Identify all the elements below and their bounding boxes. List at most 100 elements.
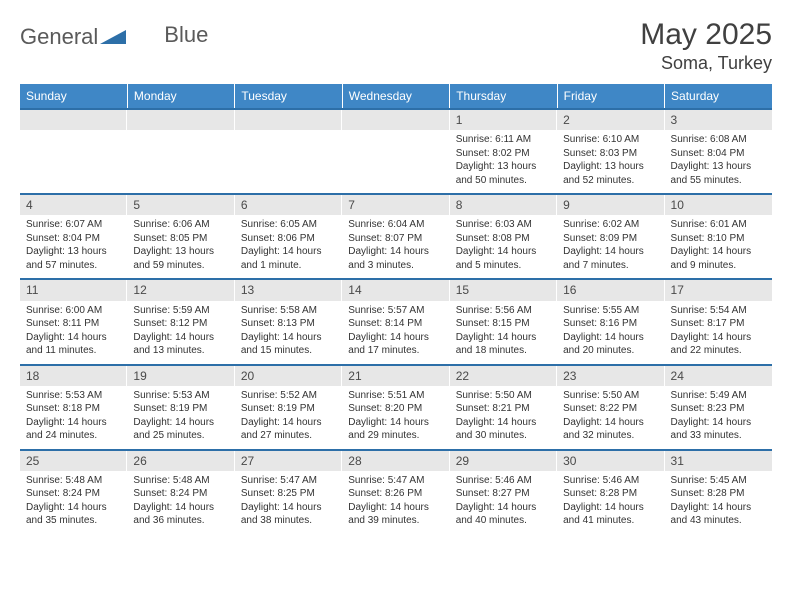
day-details: Sunrise: 5:57 AMSunset: 8:14 PMDaylight:…	[342, 301, 449, 364]
day-details: Sunrise: 5:49 AMSunset: 8:23 PMDaylight:…	[665, 386, 772, 449]
day-cell: 28Sunrise: 5:47 AMSunset: 8:26 PMDayligh…	[342, 450, 449, 534]
sunset-text: Sunset: 8:17 PM	[671, 317, 766, 331]
week-row: 4Sunrise: 6:07 AMSunset: 8:04 PMDaylight…	[20, 194, 772, 279]
sunset-text: Sunset: 8:04 PM	[671, 147, 766, 161]
day-cell: 27Sunrise: 5:47 AMSunset: 8:25 PMDayligh…	[235, 450, 342, 534]
day-details	[20, 130, 127, 192]
day-cell: 13Sunrise: 5:58 AMSunset: 8:13 PMDayligh…	[235, 279, 342, 364]
week-row: 11Sunrise: 6:00 AMSunset: 8:11 PMDayligh…	[20, 279, 772, 364]
date-number: 14	[342, 280, 449, 300]
sunrise-text: Sunrise: 5:58 AM	[241, 304, 336, 318]
date-number: 13	[235, 280, 342, 300]
daylight-text: Daylight: 14 hours and 39 minutes.	[348, 501, 443, 528]
sunrise-text: Sunrise: 5:54 AM	[671, 304, 766, 318]
daylight-text: Daylight: 14 hours and 1 minute.	[241, 245, 336, 272]
day-details: Sunrise: 5:59 AMSunset: 8:12 PMDaylight:…	[127, 301, 234, 364]
date-number: 6	[235, 195, 342, 215]
date-number: 18	[20, 366, 127, 386]
sunrise-text: Sunrise: 6:08 AM	[671, 133, 766, 147]
calendar-body: 1Sunrise: 6:11 AMSunset: 8:02 PMDaylight…	[20, 109, 772, 534]
daylight-text: Daylight: 14 hours and 41 minutes.	[563, 501, 658, 528]
day-cell: 8Sunrise: 6:03 AMSunset: 8:08 PMDaylight…	[450, 194, 557, 279]
date-number: 1	[450, 110, 557, 130]
sunset-text: Sunset: 8:08 PM	[456, 232, 551, 246]
day-cell: 1Sunrise: 6:11 AMSunset: 8:02 PMDaylight…	[450, 109, 557, 194]
day-cell: 12Sunrise: 5:59 AMSunset: 8:12 PMDayligh…	[127, 279, 234, 364]
sunrise-text: Sunrise: 5:48 AM	[133, 474, 228, 488]
day-cell: 20Sunrise: 5:52 AMSunset: 8:19 PMDayligh…	[235, 365, 342, 450]
day-details: Sunrise: 5:46 AMSunset: 8:28 PMDaylight:…	[557, 471, 664, 534]
sunset-text: Sunset: 8:02 PM	[456, 147, 551, 161]
date-number: 5	[127, 195, 234, 215]
date-number	[235, 110, 342, 130]
date-number: 21	[342, 366, 449, 386]
sunrise-text: Sunrise: 5:49 AM	[671, 389, 766, 403]
daylight-text: Daylight: 14 hours and 22 minutes.	[671, 331, 766, 358]
day-details: Sunrise: 5:50 AMSunset: 8:22 PMDaylight:…	[557, 386, 664, 449]
sunrise-text: Sunrise: 6:02 AM	[563, 218, 658, 232]
sunrise-text: Sunrise: 5:56 AM	[456, 304, 551, 318]
sunset-text: Sunset: 8:24 PM	[133, 487, 228, 501]
sunset-text: Sunset: 8:24 PM	[26, 487, 121, 501]
daylight-text: Daylight: 14 hours and 5 minutes.	[456, 245, 551, 272]
sunrise-text: Sunrise: 5:46 AM	[563, 474, 658, 488]
daylight-text: Daylight: 14 hours and 9 minutes.	[671, 245, 766, 272]
date-number: 29	[450, 451, 557, 471]
daylight-text: Daylight: 13 hours and 55 minutes.	[671, 160, 766, 187]
sunset-text: Sunset: 8:16 PM	[563, 317, 658, 331]
day-cell: 4Sunrise: 6:07 AMSunset: 8:04 PMDaylight…	[20, 194, 127, 279]
daylight-text: Daylight: 14 hours and 29 minutes.	[348, 416, 443, 443]
header: General Blue May 2025 Soma, Turkey	[20, 18, 772, 74]
week-row: 25Sunrise: 5:48 AMSunset: 8:24 PMDayligh…	[20, 450, 772, 534]
sunrise-text: Sunrise: 5:47 AM	[241, 474, 336, 488]
day-details: Sunrise: 5:50 AMSunset: 8:21 PMDaylight:…	[450, 386, 557, 449]
day-details	[342, 130, 449, 192]
sunset-text: Sunset: 8:20 PM	[348, 402, 443, 416]
day-details: Sunrise: 6:10 AMSunset: 8:03 PMDaylight:…	[557, 130, 664, 193]
day-details: Sunrise: 5:51 AMSunset: 8:20 PMDaylight:…	[342, 386, 449, 449]
sunrise-text: Sunrise: 5:57 AM	[348, 304, 443, 318]
date-number: 24	[665, 366, 772, 386]
day-details: Sunrise: 6:07 AMSunset: 8:04 PMDaylight:…	[20, 215, 127, 278]
sunrise-text: Sunrise: 5:48 AM	[26, 474, 121, 488]
daylight-text: Daylight: 14 hours and 40 minutes.	[456, 501, 551, 528]
date-number	[20, 110, 127, 130]
daylight-text: Daylight: 13 hours and 52 minutes.	[563, 160, 658, 187]
daylight-text: Daylight: 14 hours and 25 minutes.	[133, 416, 228, 443]
title-block: May 2025 Soma, Turkey	[640, 18, 772, 74]
location-label: Soma, Turkey	[640, 53, 772, 74]
sunrise-text: Sunrise: 6:10 AM	[563, 133, 658, 147]
sunset-text: Sunset: 8:10 PM	[671, 232, 766, 246]
sunrise-text: Sunrise: 6:06 AM	[133, 218, 228, 232]
day-header: Wednesday	[342, 84, 449, 109]
day-details: Sunrise: 6:06 AMSunset: 8:05 PMDaylight:…	[127, 215, 234, 278]
sunrise-text: Sunrise: 6:07 AM	[26, 218, 121, 232]
day-cell: 9Sunrise: 6:02 AMSunset: 8:09 PMDaylight…	[557, 194, 664, 279]
date-number: 19	[127, 366, 234, 386]
day-cell: 24Sunrise: 5:49 AMSunset: 8:23 PMDayligh…	[665, 365, 772, 450]
date-number: 31	[665, 451, 772, 471]
daylight-text: Daylight: 14 hours and 30 minutes.	[456, 416, 551, 443]
date-number: 30	[557, 451, 664, 471]
sunset-text: Sunset: 8:12 PM	[133, 317, 228, 331]
date-number: 11	[20, 280, 127, 300]
day-cell: 6Sunrise: 6:05 AMSunset: 8:06 PMDaylight…	[235, 194, 342, 279]
sunset-text: Sunset: 8:14 PM	[348, 317, 443, 331]
sunrise-text: Sunrise: 5:50 AM	[456, 389, 551, 403]
daylight-text: Daylight: 14 hours and 33 minutes.	[671, 416, 766, 443]
day-cell: 10Sunrise: 6:01 AMSunset: 8:10 PMDayligh…	[665, 194, 772, 279]
sunrise-text: Sunrise: 6:01 AM	[671, 218, 766, 232]
daylight-text: Daylight: 13 hours and 57 minutes.	[26, 245, 121, 272]
day-cell: 3Sunrise: 6:08 AMSunset: 8:04 PMDaylight…	[665, 109, 772, 194]
day-cell	[127, 109, 234, 194]
sunset-text: Sunset: 8:05 PM	[133, 232, 228, 246]
day-details: Sunrise: 5:55 AMSunset: 8:16 PMDaylight:…	[557, 301, 664, 364]
sunset-text: Sunset: 8:25 PM	[241, 487, 336, 501]
daylight-text: Daylight: 14 hours and 15 minutes.	[241, 331, 336, 358]
day-header: Tuesday	[235, 84, 342, 109]
day-cell: 15Sunrise: 5:56 AMSunset: 8:15 PMDayligh…	[450, 279, 557, 364]
day-details: Sunrise: 5:53 AMSunset: 8:19 PMDaylight:…	[127, 386, 234, 449]
daylight-text: Daylight: 14 hours and 35 minutes.	[26, 501, 121, 528]
daylight-text: Daylight: 14 hours and 20 minutes.	[563, 331, 658, 358]
day-details: Sunrise: 5:58 AMSunset: 8:13 PMDaylight:…	[235, 301, 342, 364]
